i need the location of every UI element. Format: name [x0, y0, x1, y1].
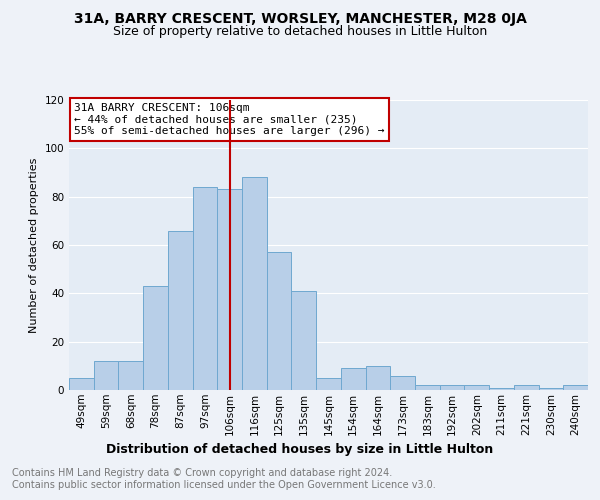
Bar	[193, 187, 217, 390]
Bar	[242, 178, 267, 390]
Bar	[292, 291, 316, 390]
Bar	[341, 368, 365, 390]
Bar	[267, 252, 292, 390]
Bar	[464, 385, 489, 390]
Text: 31A BARRY CRESCENT: 106sqm
← 44% of detached houses are smaller (235)
55% of sem: 31A BARRY CRESCENT: 106sqm ← 44% of deta…	[74, 103, 385, 136]
Text: 31A, BARRY CRESCENT, WORSLEY, MANCHESTER, M28 0JA: 31A, BARRY CRESCENT, WORSLEY, MANCHESTER…	[74, 12, 526, 26]
Bar	[539, 388, 563, 390]
Text: Contains HM Land Registry data © Crown copyright and database right 2024.: Contains HM Land Registry data © Crown c…	[12, 468, 392, 477]
Text: Distribution of detached houses by size in Little Hulton: Distribution of detached houses by size …	[106, 442, 494, 456]
Bar	[168, 230, 193, 390]
Bar	[563, 385, 588, 390]
Bar	[94, 361, 118, 390]
Bar	[514, 385, 539, 390]
Bar	[415, 385, 440, 390]
Bar	[365, 366, 390, 390]
Bar	[489, 388, 514, 390]
Text: Contains public sector information licensed under the Open Government Licence v3: Contains public sector information licen…	[12, 480, 436, 490]
Y-axis label: Number of detached properties: Number of detached properties	[29, 158, 39, 332]
Bar	[316, 378, 341, 390]
Bar	[69, 378, 94, 390]
Bar	[217, 190, 242, 390]
Bar	[390, 376, 415, 390]
Bar	[118, 361, 143, 390]
Bar	[440, 385, 464, 390]
Bar	[143, 286, 168, 390]
Text: Size of property relative to detached houses in Little Hulton: Size of property relative to detached ho…	[113, 25, 487, 38]
